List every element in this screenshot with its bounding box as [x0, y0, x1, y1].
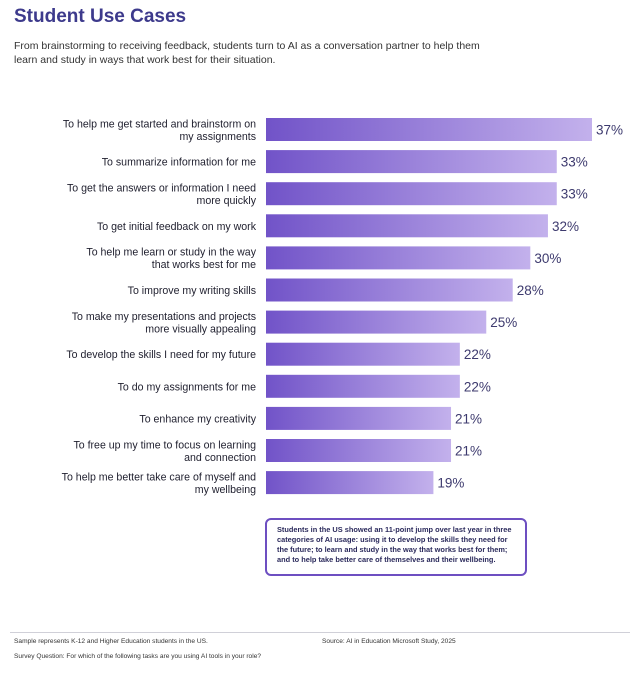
footer-question: Survey Question: For which of the follow…	[14, 653, 262, 660]
category-label-1: To summarize information for me	[102, 157, 256, 169]
bar-11	[266, 471, 434, 495]
value-label-10: 21%	[455, 444, 482, 459]
chart-title: Student Use Cases	[14, 6, 187, 27]
category-label-8: To do my assignments for me	[118, 381, 256, 393]
bar-4	[266, 246, 531, 270]
category-label-10: To free up my time to focus on learning a…	[73, 439, 256, 464]
value-label-3: 32%	[552, 219, 579, 234]
category-label-0: To help me get started and brainstorm on…	[63, 118, 256, 143]
category-label-2: To get the answers or information I need…	[67, 182, 257, 207]
bar-6	[266, 310, 487, 334]
category-label-11: To help me better take care of myself an…	[62, 471, 256, 496]
chart-subtitle: From brainstorming to receiving feedback…	[14, 40, 480, 66]
value-label-4: 30%	[534, 251, 561, 266]
footer-divider	[10, 632, 630, 633]
value-label-6: 25%	[490, 315, 517, 330]
bar-5	[266, 278, 513, 302]
bar-2	[266, 182, 557, 206]
value-label-8: 22%	[464, 379, 491, 394]
category-label-9: To enhance my creativity	[139, 413, 256, 425]
value-label-7: 22%	[464, 347, 491, 362]
callout-box: Students in the US showed an 11-point ju…	[265, 518, 527, 576]
bar-1	[266, 150, 557, 174]
value-label-5: 28%	[517, 283, 544, 298]
bar-8	[266, 374, 460, 398]
category-label-7: To develop the skills I need for my futu…	[66, 349, 256, 361]
value-label-1: 33%	[561, 155, 588, 170]
bar-7	[266, 342, 460, 366]
category-label-4: To help me learn or study in the way that…	[86, 247, 256, 272]
category-label-5: To improve my writing skills	[128, 285, 256, 297]
bar-9	[266, 406, 452, 430]
category-label-3: To get initial feedback on my work	[97, 221, 257, 233]
value-label-0: 37%	[596, 123, 623, 138]
value-label-2: 33%	[561, 187, 588, 202]
footer-source: Source: AI in Education Microsoft Study,…	[322, 638, 456, 645]
value-label-9: 21%	[455, 411, 482, 426]
category-label-6: To make my presentations and projects mor…	[72, 311, 256, 336]
value-label-11: 19%	[437, 476, 464, 491]
bar-0	[266, 118, 592, 141]
bar-3	[266, 214, 548, 238]
bar-10	[266, 439, 452, 462]
footer-sample: Sample represents K-12 and Higher Educat…	[14, 638, 208, 645]
